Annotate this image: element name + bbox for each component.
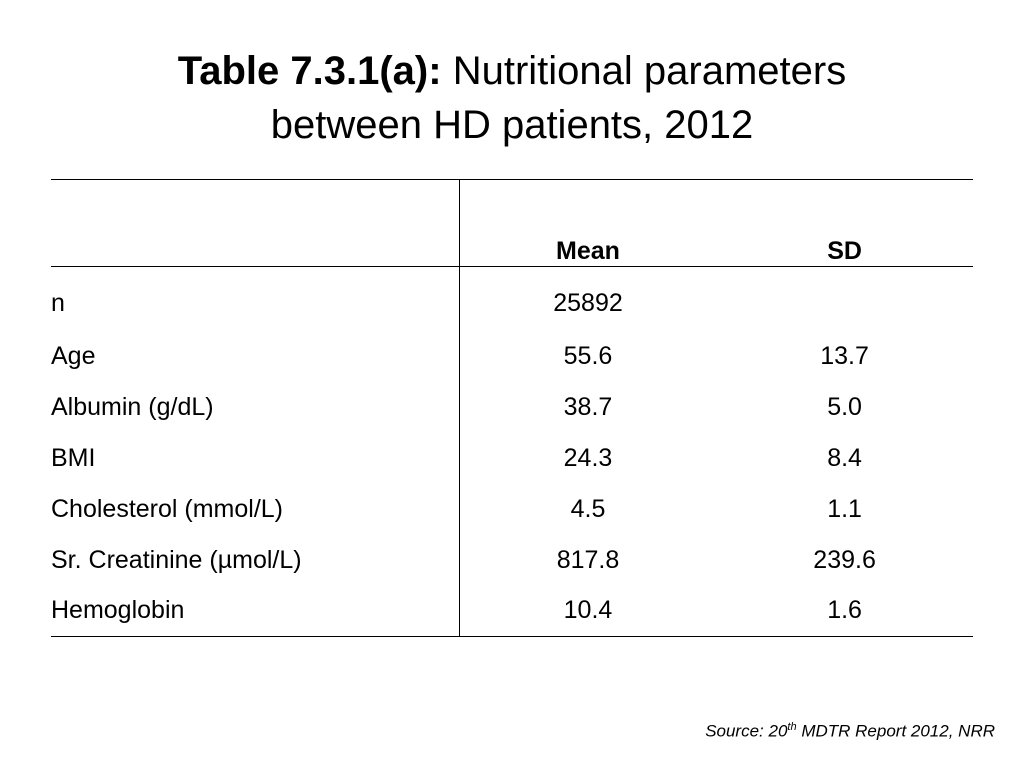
row-sd: 13.7 <box>820 341 869 370</box>
row-mean: 55.6 <box>563 341 613 370</box>
row-mean: 38.7 <box>563 392 613 421</box>
source-superscript: th <box>787 721 797 733</box>
header-parameter <box>51 179 460 267</box>
row-sd: 5.0 <box>827 392 862 421</box>
source-prefix: Source: 20 <box>705 721 788 741</box>
title-text-1: Nutritional parameters <box>452 49 847 93</box>
row-mean: 10.4 <box>459 585 717 637</box>
row-parameter: Age <box>51 330 460 382</box>
header-sd: SD <box>716 179 973 267</box>
row-sd: 1.6 <box>716 585 973 637</box>
row-sd <box>716 267 973 331</box>
table-row: Age 55.6 13.7 <box>51 330 973 382</box>
nutritional-parameters-table: Mean SD n 25892 Age 55.6 13.7 Albumin (g… <box>51 179 973 637</box>
row-parameter: BMI <box>51 432 460 484</box>
row-parameter: Cholesterol (mmol/L) <box>51 483 460 535</box>
table-row: BMI 24.3 8.4 <box>51 432 973 484</box>
row-sd: 8.4 <box>827 443 862 472</box>
source-suffix: MDTR Report 2012, NRR <box>796 721 995 741</box>
header-mean: Mean <box>459 179 717 267</box>
table-number: Table 7.3.1(a): <box>177 49 442 93</box>
source-note: Source: 20th MDTR Report 2012, NRR <box>705 721 995 742</box>
row-mean: 817.8 <box>556 545 620 574</box>
row-mean: 25892 <box>553 289 623 318</box>
table-row: Sr. Creatinine (µmol/L) 817.8 239.6 <box>51 534 973 586</box>
page-title: Table 7.3.1(a): Nutritional parameters b… <box>0 44 1024 152</box>
row-parameter: Sr. Creatinine (µmol/L) <box>51 534 460 586</box>
table-row: n 25892 <box>51 266 973 331</box>
row-parameter: Albumin (g/dL) <box>51 381 460 433</box>
row-sd: 1.1 <box>827 494 862 523</box>
table-row: Albumin (g/dL) 38.7 5.0 <box>51 381 973 433</box>
row-parameter: n <box>51 266 460 331</box>
table-header-row: Mean SD <box>51 179 973 267</box>
table-row: Cholesterol (mmol/L) 4.5 1.1 <box>51 483 973 535</box>
row-mean: 24.3 <box>563 443 613 472</box>
title-line-1: Table 7.3.1(a): Nutritional parameters <box>0 44 1024 98</box>
row-sd: 239.6 <box>813 545 876 574</box>
row-mean: 4.5 <box>570 494 606 523</box>
row-parameter: Hemoglobin <box>51 585 460 637</box>
table-row: Hemoglobin 10.4 1.6 <box>51 585 973 637</box>
title-line-2: between HD patients, 2012 <box>270 103 754 147</box>
